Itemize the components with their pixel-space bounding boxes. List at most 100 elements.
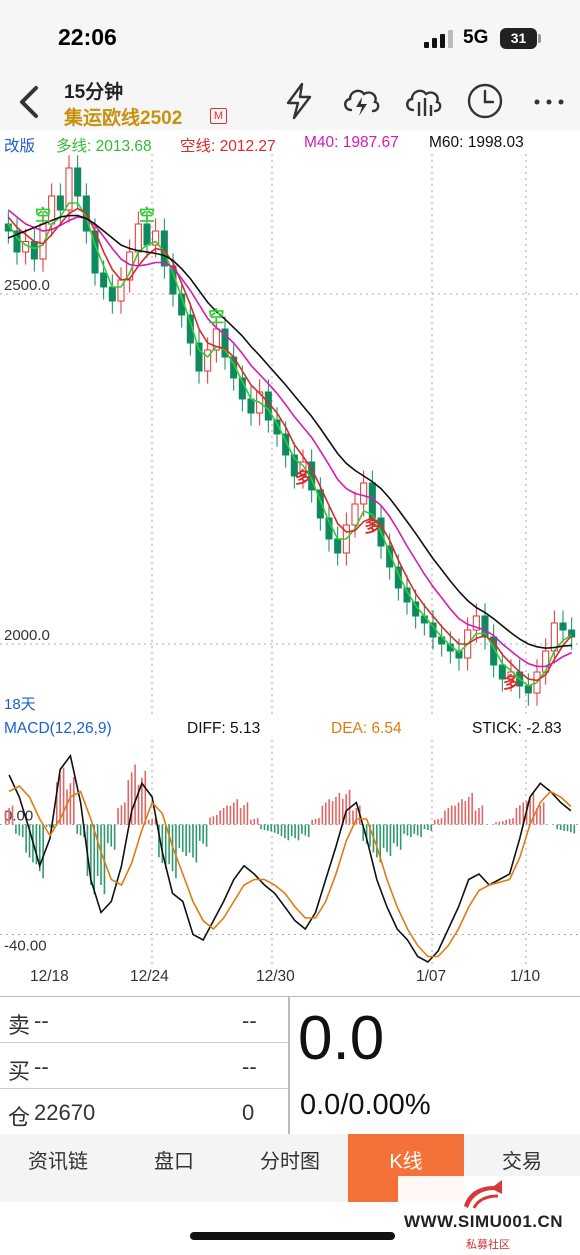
ask-label: 卖: [8, 1013, 31, 1038]
ask-price: --: [34, 1008, 49, 1033]
cloud-chart-icon[interactable]: [402, 80, 444, 122]
back-arrow-icon[interactable]: [12, 84, 48, 120]
candle-body: [559, 622, 567, 631]
candle-body: [290, 454, 298, 477]
candle-body: [108, 286, 116, 302]
watermark: WWW.SIMU001.CN 私募社区: [398, 1176, 580, 1255]
more-icon[interactable]: [528, 80, 570, 122]
lightning-icon[interactable]: [278, 80, 320, 122]
candle-body: [212, 328, 220, 351]
candle-body: [455, 650, 463, 659]
nav-header: 15分钟 集运欧线2502 M: [0, 72, 580, 130]
candle-body: [100, 272, 108, 288]
candle-body: [56, 195, 64, 211]
candle-body: [195, 342, 203, 372]
diff-line: [8, 753, 572, 963]
candle-body: [524, 685, 532, 694]
candle-body: [143, 223, 151, 246]
tab-news-chain[interactable]: 资讯链: [28, 1151, 88, 1173]
macd-chart[interactable]: 0.00-40.00: [0, 740, 580, 966]
sell-signal: 空: [208, 307, 224, 326]
bid-label: 买: [8, 1059, 31, 1084]
cellular-signal-icon: [424, 30, 453, 48]
candle-body: [386, 545, 394, 568]
open-interest-value: 22670: [34, 1100, 96, 1125]
tab-intraday[interactable]: 分时图: [260, 1151, 320, 1173]
candle-body: [316, 489, 324, 519]
candle-body: [498, 664, 506, 680]
ma-legend: 改版 多线: 2013.68 空线: 2012.27 M40: 1987.67 …: [0, 132, 580, 155]
buy-signal: 多: [295, 468, 311, 487]
tab-order-book[interactable]: 盘口: [154, 1151, 194, 1173]
candle-body: [490, 636, 498, 666]
candle-body: [186, 314, 194, 344]
status-bar: 22:06 5G 31: [0, 0, 580, 72]
candle-body: [221, 328, 229, 358]
main-contract-badge: M: [210, 108, 227, 124]
macd-legend: MACD(12,26,9) DIFF: 5.13 DEA: 6.54 STICK…: [0, 718, 580, 740]
dea-line: [8, 785, 572, 958]
watermark-logo-icon: [464, 1180, 502, 1209]
open-interest-label: 仓: [8, 1105, 31, 1130]
date-axis: 12/18 12/24 12/30 1/07 1/10: [0, 966, 580, 996]
candle-body: [394, 566, 402, 589]
candle-body: [568, 629, 576, 638]
battery-tip: [538, 34, 541, 43]
quote-divider: [288, 997, 290, 1135]
ask-row: 卖 -- --: [0, 997, 288, 1043]
home-indicator[interactable]: [190, 1232, 395, 1240]
candle-body: [65, 167, 73, 211]
open-interest-change: 0: [242, 1100, 255, 1125]
candle-body: [481, 615, 489, 638]
slow-line: [7, 207, 573, 682]
sell-signal: 空: [139, 206, 155, 225]
bid-row: 买 -- --: [0, 1043, 288, 1089]
chart-period[interactable]: 15分钟: [64, 82, 124, 103]
candle-body: [13, 230, 21, 253]
tab-trade[interactable]: 交易: [502, 1151, 542, 1173]
macd-dea: DEA: 6.54: [331, 720, 402, 737]
candle-body: [472, 615, 480, 631]
buy-signal: 多: [503, 673, 519, 692]
watermark-subtitle: 私募社区: [466, 1239, 510, 1251]
fast-line: [7, 202, 573, 687]
open-interest-row: 仓 22670 0: [0, 1089, 288, 1134]
candle-body: [74, 167, 82, 197]
date-tick: 12/30: [256, 968, 295, 985]
price-change: 0.0/0.00%: [300, 1089, 431, 1121]
watermark-site: WWW.SIMU001.CN: [404, 1212, 564, 1231]
clock: 22:06: [58, 24, 117, 50]
buy-signal: 多: [364, 517, 380, 536]
candle-body: [282, 433, 290, 456]
date-tick: 12/24: [130, 968, 169, 985]
instrument-name[interactable]: 集运欧线2502: [64, 108, 183, 129]
macd-axis-label: -40.00: [4, 938, 47, 955]
cloud-lightning-icon[interactable]: [340, 80, 382, 122]
date-tick: 1/10: [510, 968, 541, 985]
candle-body: [351, 503, 359, 526]
fast-line-value: 多线: 2013.68: [56, 138, 152, 155]
m60-value: M60: 1998.03: [429, 134, 524, 151]
period-days-label: 18天: [4, 696, 36, 713]
m60-line: [8, 214, 572, 650]
macd-title[interactable]: MACD(12,26,9): [4, 720, 112, 737]
network-type: 5G: [463, 27, 489, 48]
candle-body: [507, 671, 515, 680]
chart-mode-label[interactable]: 改版: [4, 138, 36, 155]
battery-icon: 31: [500, 28, 537, 49]
last-price: 0.0: [298, 1004, 385, 1073]
candle-body: [247, 398, 255, 414]
ask-volume: --: [242, 1008, 257, 1033]
m40-value: M40: 1987.67: [304, 134, 399, 151]
slow-line-value: 空线: 2012.27: [180, 138, 276, 155]
price-axis-label: 2500.0: [4, 277, 50, 294]
date-tick: 1/07: [416, 968, 447, 985]
clock-icon[interactable]: [464, 80, 506, 122]
sell-signal: 空: [35, 206, 51, 225]
candle-body: [152, 230, 160, 246]
m40-line: [7, 209, 573, 668]
candle-body: [204, 349, 212, 372]
candle-body: [30, 241, 38, 260]
bid-price: --: [34, 1054, 49, 1079]
